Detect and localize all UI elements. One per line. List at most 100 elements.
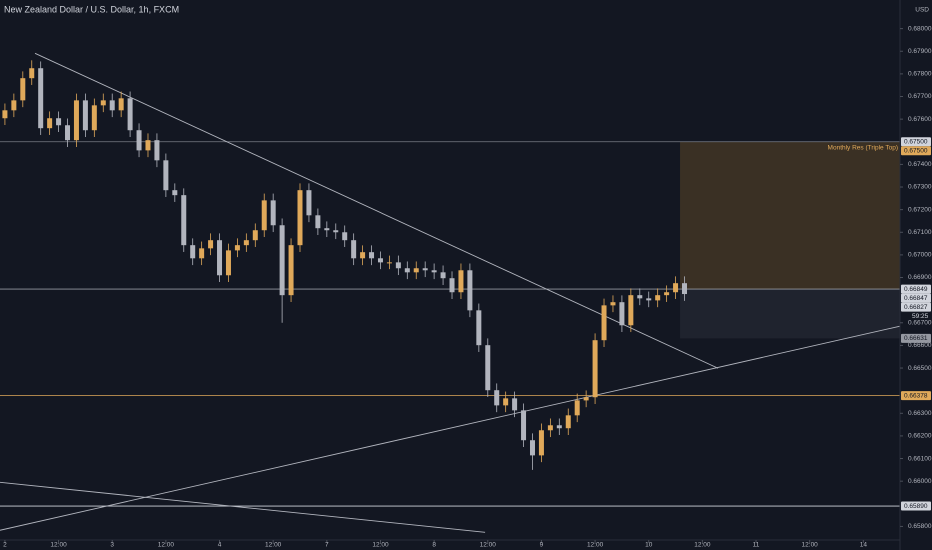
candle-body [163, 160, 169, 191]
x-tick-label: 10 [645, 542, 653, 549]
candle-body [521, 410, 527, 441]
candle-body [404, 268, 410, 273]
candle-body [47, 118, 53, 129]
y-tick-label: 0.66100 [908, 455, 932, 462]
y-tick-label: 0.66900 [908, 274, 932, 281]
x-tick-label: 12:00 [587, 542, 604, 549]
candle-body [449, 278, 455, 293]
candle-body [646, 298, 652, 301]
zone [680, 141, 900, 290]
price-badge-label: 0.65890 [904, 503, 928, 510]
y-tick-label: 0.67100 [908, 229, 932, 236]
y-tick-label: 0.67400 [908, 161, 932, 168]
candle-body [333, 230, 339, 233]
candle-body [315, 215, 321, 229]
candle-body [20, 78, 26, 101]
y-tick-label: 0.67800 [908, 71, 932, 78]
candle-body [664, 292, 670, 296]
x-tick-label: 14 [860, 542, 868, 549]
x-tick-label: 7 [325, 542, 329, 549]
candle-body [386, 262, 392, 264]
y-tick-label: 0.67000 [908, 252, 932, 259]
candle-body [431, 270, 437, 273]
candle-body [673, 283, 679, 293]
x-tick-label: 12:00 [372, 542, 389, 549]
candle-body [494, 390, 500, 406]
candle-body [199, 248, 205, 259]
candle-body [208, 240, 214, 249]
price-badge [901, 302, 931, 312]
price-badge-label: 0.66847 [904, 295, 928, 302]
y-tick-label: 0.66000 [908, 478, 932, 485]
candle-body [109, 100, 115, 111]
candle-body [574, 400, 580, 416]
price-badge-label: 0.67500 [904, 147, 928, 154]
candle-body [342, 232, 348, 241]
candle-body [360, 252, 366, 259]
candle-body [556, 425, 562, 429]
trendline [0, 481, 486, 533]
candle-body [377, 258, 383, 263]
candle-body [458, 270, 464, 293]
y-tick-label: 0.67600 [908, 116, 932, 123]
price-badge-label: 0.66827 [904, 304, 928, 311]
x-tick-label: 9 [540, 542, 544, 549]
price-badge [901, 146, 931, 156]
candle-body [485, 345, 491, 391]
candle-body [225, 250, 231, 276]
candle-body [440, 272, 446, 279]
candle-body [619, 302, 625, 326]
candle-body [476, 310, 482, 346]
candle-body [565, 415, 571, 429]
x-tick-label: 8 [432, 542, 436, 549]
candle-body [181, 195, 187, 246]
y-tick-label: 0.66500 [908, 365, 932, 372]
candle-body [413, 268, 419, 273]
candle-body [655, 295, 661, 301]
candle-body [261, 200, 267, 231]
x-tick-label: 3 [110, 542, 114, 549]
candle-body [324, 228, 330, 231]
candle-body [512, 398, 518, 411]
candle-body [127, 98, 133, 131]
y-tick-label: 0.66300 [908, 410, 932, 417]
candle-body [538, 430, 544, 456]
y-tick-label: 0.66200 [908, 433, 932, 440]
price-badge-label: 0.66378 [904, 392, 928, 399]
trendline [0, 325, 901, 531]
x-tick-label: 2 [3, 542, 7, 549]
candle-body [422, 268, 428, 271]
candle-body [190, 245, 196, 259]
candle-body [217, 240, 223, 276]
price-badge [901, 293, 931, 303]
candle-body [118, 98, 124, 111]
candle-body [279, 225, 285, 296]
candle-body [234, 245, 240, 251]
x-tick-label: 12:00 [265, 542, 282, 549]
x-tick-label: 12:00 [802, 542, 819, 549]
x-tick-label: 11 [753, 542, 760, 549]
candle-body [252, 230, 258, 241]
candle-body [592, 340, 598, 398]
x-tick-label: 12:00 [158, 542, 175, 549]
candle-body [172, 190, 178, 196]
y-tick-label: 0.67900 [908, 48, 932, 55]
candle-body [11, 100, 17, 111]
x-tick-label: 12:00 [50, 542, 67, 549]
candle-body [29, 68, 35, 79]
y-tick-label: 0.68000 [908, 25, 932, 32]
y-tick-label: 0.67300 [908, 184, 932, 191]
plot-area [0, 52, 901, 533]
annotation: Monthly Res (Triple Top) [828, 144, 898, 151]
currency[interactable]: USD [915, 7, 929, 14]
candle-body [136, 130, 142, 151]
candle-body [243, 240, 249, 246]
candle-body [529, 440, 535, 456]
candle-body [297, 190, 303, 246]
zone [680, 289, 900, 339]
candle-body [2, 110, 8, 119]
candle-body [610, 302, 616, 306]
x-tick-label: 12:00 [480, 542, 497, 549]
